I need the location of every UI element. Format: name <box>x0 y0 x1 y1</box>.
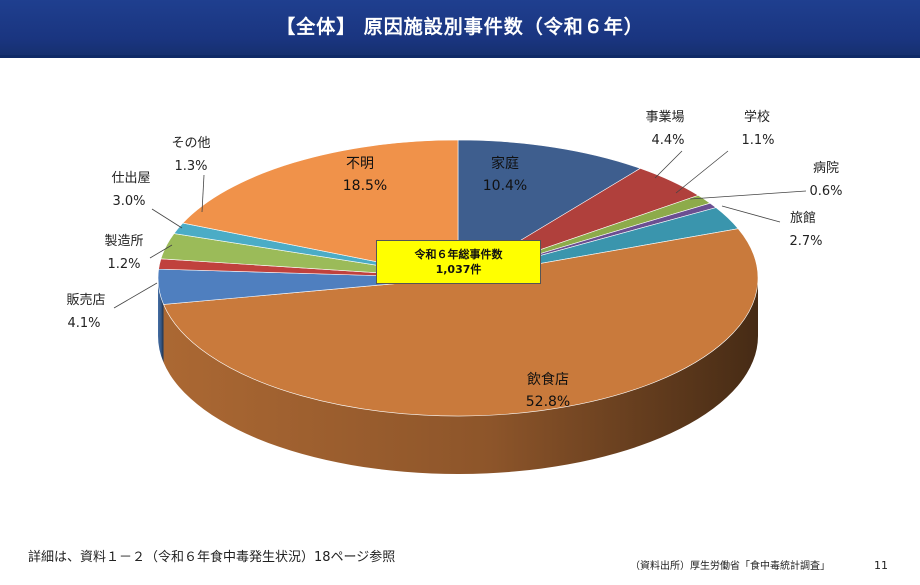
slice-0-name-label: 家庭 <box>491 155 519 172</box>
slice-7-value-label: 1.2% <box>107 257 140 272</box>
slice-5-飲食店 <box>163 228 759 417</box>
slice-8-name-label: 仕出屋 <box>111 171 150 186</box>
slice-3-leader <box>689 190 807 200</box>
slice-1-leader <box>654 150 683 179</box>
slice-8-value-label: 3.0% <box>112 194 145 209</box>
page-number: 11 <box>874 559 888 572</box>
slice-7-name-label: 製造所 <box>104 234 143 249</box>
slice-10-value-label: 18.5% <box>343 178 387 194</box>
slice-9-name-label: その他 <box>171 136 210 151</box>
total-cases-value: 1,037件 <box>435 263 482 276</box>
slice-1-name-label: 事業場 <box>645 109 684 125</box>
total-cases-caption: 令和６年総事件数 <box>414 248 503 261</box>
detail-note: 詳細は、資料１－２（令和６年食中毒発生状況）18ページ参照 <box>28 550 396 565</box>
total-cases-box: 令和６年総事件数 1,037件 <box>376 240 541 284</box>
slice-2-leader <box>675 150 729 194</box>
slice-6-leader <box>113 282 158 309</box>
slice-2-value-label: 1.1% <box>741 133 774 148</box>
slice-3-name-label: 病院 <box>813 161 839 176</box>
slice-4-value-label: 2.7% <box>789 234 822 249</box>
slice-4-leader <box>721 205 781 223</box>
title-bar: 【全体】 原因施設別事件数（令和６年） <box>0 0 920 58</box>
slice-5-value-label: 52.8% <box>526 394 570 410</box>
slice-0-value-label: 10.4% <box>483 178 527 194</box>
slice-10-name-label: 不明 <box>346 156 374 172</box>
slice-6-side <box>158 278 164 363</box>
slice-5-name-label: 飲食店 <box>527 371 569 388</box>
slice-5-side <box>163 278 758 474</box>
source-note: （資料出所）厚生労働省「食中毒統計調査」 <box>630 561 830 572</box>
slice-3-value-label: 0.6% <box>809 184 842 199</box>
slice-6-name-label: 販売店 <box>66 292 105 308</box>
slice-4-name-label: 旅館 <box>790 211 816 226</box>
slice-6-value-label: 4.1% <box>67 316 100 331</box>
slice-9-value-label: 1.3% <box>174 159 207 174</box>
slice-9-leader <box>201 174 205 213</box>
page-title: 【全体】 原因施設別事件数（令和６年） <box>276 16 644 38</box>
slice-1-value-label: 4.4% <box>651 133 684 148</box>
pie-chart: 家庭 10.4% 事業場 4.4% 学校 1.1% 病院 0.6% 旅館 2.7% 飲食店 52.8%… <box>66 109 843 474</box>
slice-7-leader <box>149 244 173 259</box>
slice-2-name-label: 学校 <box>744 109 770 125</box>
slice-8-leader <box>151 208 183 229</box>
